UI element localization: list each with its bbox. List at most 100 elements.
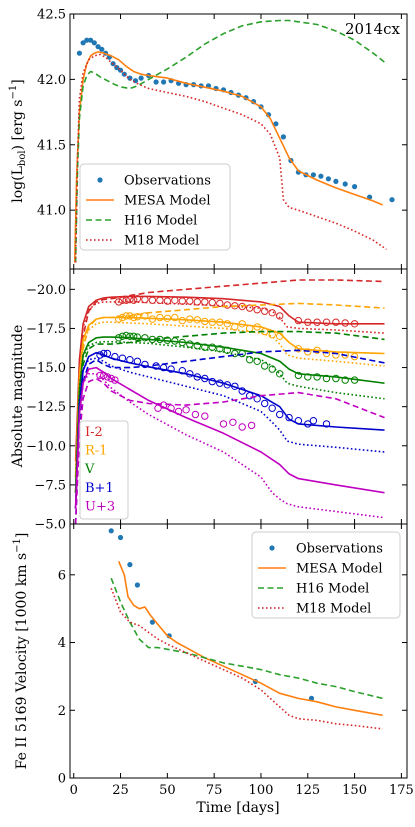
x-tick-label: 75: [206, 783, 223, 798]
band-r1-obs-point: [186, 315, 194, 323]
band-r1-obs-point: [156, 313, 164, 322]
band-r1-obs-point: [294, 345, 303, 353]
band-u3-obs-point: [182, 406, 190, 414]
band-v-m18-line: [74, 340, 385, 493]
observations-point: [280, 134, 286, 140]
legend-marker: [269, 545, 275, 551]
band-u3-obs-point: [219, 420, 228, 428]
observations-point: [84, 37, 90, 43]
band-v-obs-point: [253, 357, 261, 365]
band-i2-obs-point: [118, 296, 127, 304]
band-r1-obs-point: [223, 320, 232, 328]
observations-point: [127, 562, 133, 568]
band-i2-obs-point: [246, 304, 254, 312]
band-i2-obs-point: [148, 296, 157, 304]
band-u3-obs-point: [159, 401, 168, 409]
y-tick-label: 41.0: [37, 204, 66, 219]
band-b1-obs-point: [276, 410, 284, 419]
band-v-obs-point: [186, 340, 194, 348]
band-legend-label: U+3: [85, 499, 115, 514]
panel-luminosity-y-axis-label: log(Lbol) [erg s−1]: [8, 79, 28, 202]
band-v-obs-point: [322, 374, 331, 383]
legend-label: M18 Model: [296, 602, 371, 617]
band-b1-obs-point: [223, 381, 232, 389]
band-r1-obs-point: [148, 315, 157, 323]
band-i2-obs-point: [178, 297, 187, 305]
band-v-mesa-line: [74, 336, 385, 493]
band-r1-obs-point: [178, 316, 187, 325]
band-i2-obs-point: [133, 295, 142, 303]
observations-point: [117, 534, 124, 541]
panel-luminosity-x-ticks: [73, 14, 402, 269]
band-legend-label: I-2: [85, 425, 103, 440]
band-v-obs-point: [133, 333, 142, 341]
band-i2-obs-point: [304, 318, 312, 326]
band-r1-obs-point: [163, 314, 172, 322]
observations-point: [153, 79, 159, 85]
legend-label: MESA Model: [124, 194, 211, 209]
observations-point: [95, 44, 101, 50]
band-v-obs-point: [216, 345, 224, 353]
band-i2-obs-point: [126, 295, 134, 304]
panel-magnitude-band-legend: I-2 R-1 V B+1 U+3: [79, 420, 129, 520]
m18-model-line: [74, 53, 387, 263]
band-u3-obs-point: [107, 374, 115, 383]
band-u3-obs-point: [154, 404, 162, 412]
band-v-obs-point: [341, 376, 349, 384]
band-i2-obs-point: [163, 297, 172, 305]
band-b1-obs-point: [118, 354, 127, 362]
band-v-obs-point: [115, 334, 123, 342]
band-v-obs-point: [156, 335, 164, 344]
panel-magnitude-series: [74, 279, 385, 525]
band-legend-label: V: [84, 462, 95, 477]
mesa-model-line: [73, 51, 384, 263]
band-u3-obs-point: [247, 421, 256, 430]
band-v-obs-point: [268, 365, 276, 373]
band-b1-m18-line: [74, 357, 385, 509]
band-u3-obs-point: [100, 371, 108, 380]
band-i2-obs-point: [294, 316, 303, 325]
band-r1-obs-point: [126, 312, 134, 320]
band-i2-obs-point: [268, 309, 276, 317]
band-v-obs-point: [193, 342, 202, 350]
band-i2-obs-point: [223, 301, 232, 309]
band-r1-obs-point: [322, 349, 331, 358]
band-b1-obs-point: [186, 370, 194, 378]
band-b1-obs-point: [133, 357, 142, 365]
h16-model-line: [110, 577, 383, 700]
legend-label: H16 Model: [296, 582, 369, 597]
legend-label: M18 Model: [124, 234, 199, 249]
band-u3-mesa-line: [74, 366, 385, 509]
band-i2-obs-point: [201, 298, 209, 306]
x-tick-label: 150: [342, 783, 367, 798]
band-b1-mesa-line: [74, 351, 385, 509]
panel-luminosity-legend-box: [79, 163, 231, 251]
panel-velocity-x-ticks: 0 25 50 75 100 125 150 175: [70, 524, 414, 798]
band-b1-obs-point: [159, 363, 168, 372]
band-b1-obs-point: [201, 374, 209, 383]
y-tick-label: −12.5: [26, 400, 66, 415]
y-tick-label: −7.5: [34, 478, 66, 493]
band-i2-obs-point: [208, 298, 217, 307]
observations-point: [367, 194, 373, 200]
band-v-obs-point: [122, 331, 130, 340]
legend-marker: [97, 177, 103, 183]
band-v-obs-point: [178, 338, 187, 347]
panel-magnitude-y-axis-label: Absolute magnitude: [10, 325, 26, 469]
observations-point: [325, 176, 331, 182]
band-i2-obs-point: [276, 312, 284, 320]
band-b1-obs-point: [126, 356, 134, 364]
band-r1-obs-point: [118, 313, 127, 322]
x-tick-label: 25: [112, 783, 129, 798]
band-i2-obs-point: [156, 296, 164, 304]
x-tick-label: 100: [249, 783, 274, 798]
observations-point: [389, 197, 395, 203]
y-tick-label: 0: [58, 772, 66, 787]
band-v-obs-point: [141, 334, 149, 342]
y-tick-label: −10.0: [26, 439, 66, 454]
observations-point: [108, 528, 114, 534]
band-u3-obs-point: [201, 412, 209, 420]
band-u3-obs-point: [96, 371, 104, 380]
band-v-obs-point: [201, 343, 209, 351]
band-b1-obs-point: [246, 392, 254, 400]
